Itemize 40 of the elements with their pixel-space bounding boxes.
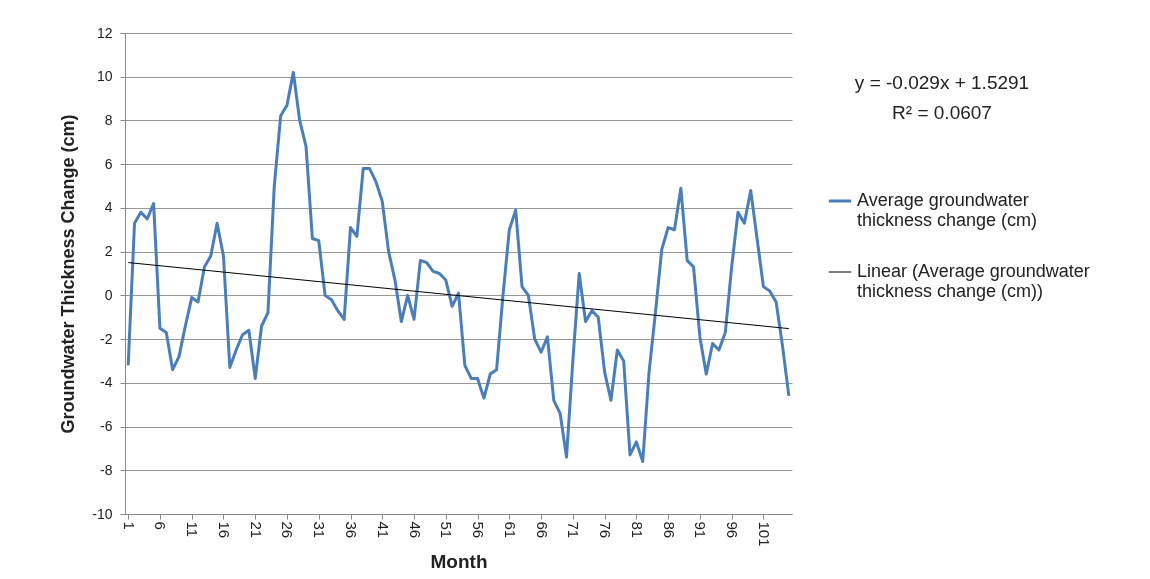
x-tick-label: 56 [470, 521, 488, 539]
x-tick-label: 46 [406, 521, 424, 539]
x-tick-label: 11 [184, 521, 202, 538]
y-axis-title: Groundwater Thickness Change (cm) [58, 114, 79, 434]
y-tick-label: 6 [104, 155, 113, 172]
y-tick-label: 4 [104, 199, 113, 216]
text: y = -0.029x + 1.5291 [854, 72, 1030, 93]
x-tick-label: 16 [215, 521, 233, 539]
x-tick-label: 41 [374, 521, 392, 539]
x-tick-label: 96 [724, 521, 742, 539]
x-tick-label: 91 [692, 521, 710, 539]
y-tick-label: -4 [100, 374, 113, 391]
legend-label: Average groundwater thickness change (cm) [857, 190, 1038, 230]
legend-label: Linear (Average groundwater thickness change (cm)) [857, 261, 1090, 301]
x-tick-label: 1 [120, 521, 138, 530]
x-tick-label: 21 [247, 521, 265, 539]
x-tick-label: 101 [755, 521, 773, 547]
y-tick-label: -10 [92, 505, 113, 522]
x-tick-label: 6 [152, 521, 170, 530]
x-tick-label: 31 [311, 521, 329, 539]
y-tick-label: 8 [104, 111, 113, 128]
x-tick-label: 26 [279, 521, 297, 539]
y-tick-label: -6 [100, 418, 113, 435]
y-tick-label: 0 [104, 286, 113, 303]
line-series [126, 70, 791, 464]
text: R² = 0.0607 [892, 102, 992, 123]
x-tick-label: 76 [597, 521, 615, 539]
x-tick-label: 36 [343, 521, 361, 539]
x-axis-title: Month [430, 550, 488, 572]
y-tick-label: 10 [96, 68, 113, 85]
x-tick-label: 86 [660, 521, 678, 539]
y-tick-label: 2 [104, 243, 113, 260]
x-tick-label: 61 [501, 521, 519, 539]
x-tick-label: 71 [565, 521, 583, 539]
y-tick-label: 12 [96, 24, 113, 41]
y-tick-label: -2 [100, 330, 113, 347]
x-tick-label: 81 [628, 521, 646, 539]
y-tick-label: -8 [100, 461, 113, 478]
x-tick-label: 66 [533, 521, 551, 539]
x-tick-label: 51 [438, 521, 456, 539]
